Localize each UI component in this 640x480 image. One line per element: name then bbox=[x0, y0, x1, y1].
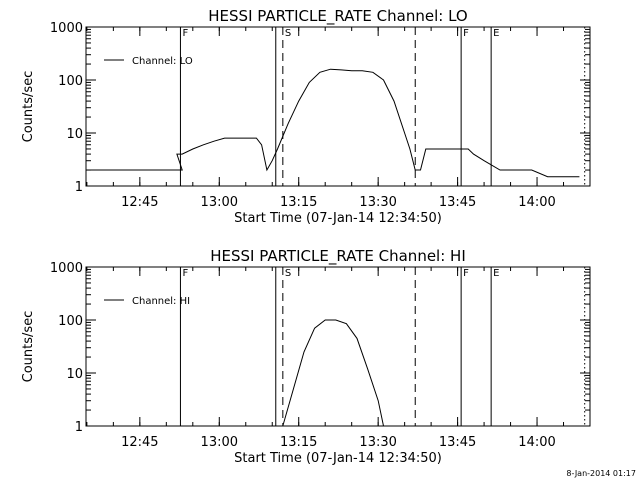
y-tick-label: 1 bbox=[75, 180, 83, 195]
event-marker-label: S bbox=[285, 268, 291, 279]
chart-panel-1: HESSI PARTICLE_RATE Channel: LO 1 10 100 100… bbox=[21, 7, 591, 226]
x-tick-label: 13:00 bbox=[201, 435, 238, 450]
chart-panel-2: HESSI PARTICLE_RATE Channel: HI 1 10 100 100… bbox=[21, 247, 591, 466]
plot-frame bbox=[85, 26, 591, 187]
event-marker-label: E bbox=[493, 268, 499, 279]
event-marker-label: S bbox=[285, 28, 291, 39]
generation-timestamp: 8-Jan-2014 01:17 bbox=[566, 469, 636, 478]
y-tick-label: 100 bbox=[58, 74, 83, 89]
event-marker-label: F bbox=[463, 28, 469, 39]
event-marker-label: F bbox=[182, 268, 188, 279]
series-line bbox=[282, 319, 384, 427]
x-tick-label: 12:45 bbox=[121, 435, 158, 450]
x-tick-label: 13:30 bbox=[359, 195, 396, 210]
event-marker-label: E bbox=[493, 28, 499, 39]
y-axis-label: Counts/sec bbox=[21, 311, 36, 383]
event-marker-label: F bbox=[182, 28, 188, 39]
legend-label: Channel: LO bbox=[132, 56, 193, 67]
y-tick-label: 100 bbox=[58, 314, 83, 329]
y-axis-label: Counts/sec bbox=[21, 71, 36, 143]
chart-title: HESSI PARTICLE_RATE Channel: LO bbox=[208, 7, 467, 26]
event-marker-label: F bbox=[463, 268, 469, 279]
x-tick-label: 13:15 bbox=[280, 195, 317, 210]
legend-label: Channel: HI bbox=[132, 296, 190, 307]
x-tick-label: 13:00 bbox=[201, 195, 238, 210]
plot-frame bbox=[85, 266, 591, 427]
x-tick-label: 12:45 bbox=[121, 195, 158, 210]
x-axis-label: Start Time (07-Jan-14 12:34:50) bbox=[234, 451, 442, 466]
x-tick-label: 14:00 bbox=[518, 195, 555, 210]
x-tick-label: 14:00 bbox=[518, 435, 555, 450]
y-tick-label: 1000 bbox=[50, 21, 83, 36]
y-tick-label: 1000 bbox=[50, 261, 83, 276]
x-tick-label: 13:30 bbox=[359, 435, 396, 450]
chart-title: HESSI PARTICLE_RATE Channel: HI bbox=[210, 247, 466, 266]
series-line bbox=[86, 68, 580, 178]
x-tick-label: 13:45 bbox=[439, 195, 476, 210]
y-tick-label: 1 bbox=[75, 420, 83, 435]
y-tick-label: 10 bbox=[66, 127, 83, 142]
x-tick-label: 13:45 bbox=[439, 435, 476, 450]
y-tick-label: 10 bbox=[66, 367, 83, 382]
x-axis-label: Start Time (07-Jan-14 12:34:50) bbox=[234, 211, 442, 226]
x-tick-label: 13:15 bbox=[280, 435, 317, 450]
